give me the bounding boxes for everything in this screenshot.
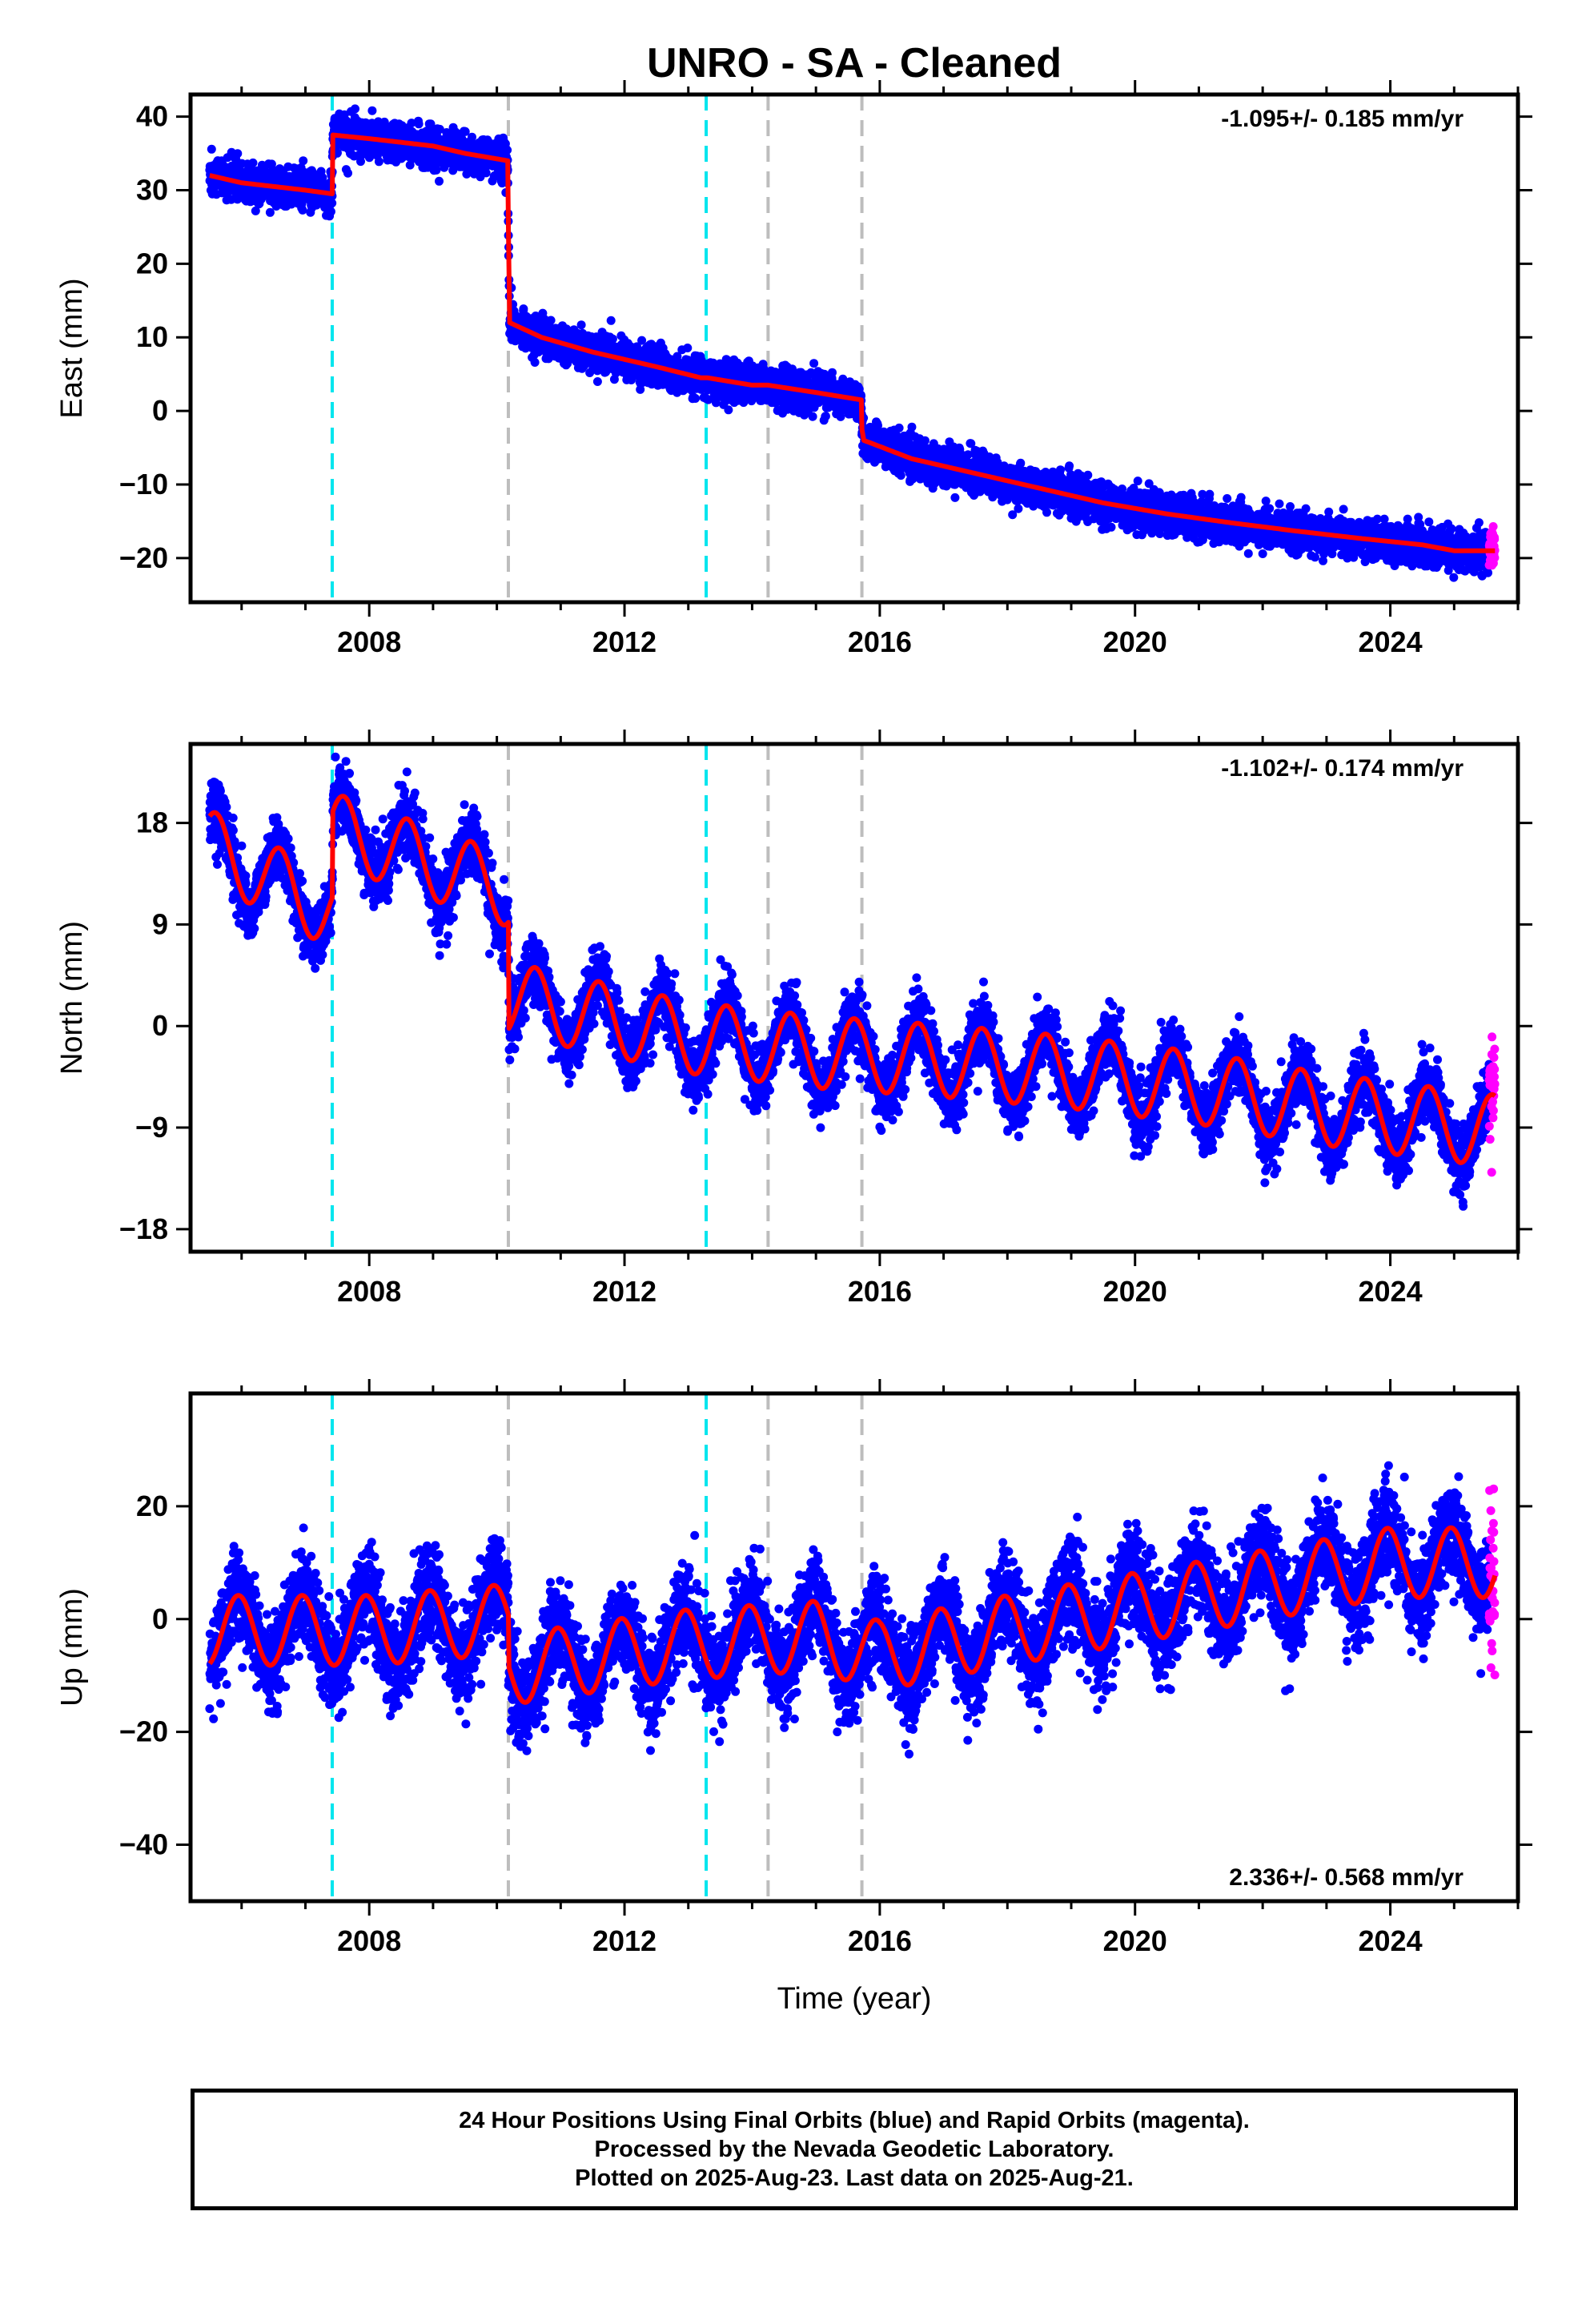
final-orbit-point (907, 422, 917, 432)
final-orbit-point (299, 156, 308, 166)
final-orbit-point (460, 127, 470, 136)
final-orbit-point (332, 148, 342, 158)
final-orbit-point (468, 132, 476, 142)
final-orbit-point (233, 149, 243, 159)
final-orbit-point (530, 358, 540, 367)
final-orbit-point (265, 207, 275, 217)
final-orbit-point (606, 316, 616, 325)
final-orbit-point (950, 493, 960, 502)
final-orbit-point (374, 157, 383, 167)
final-orbit-point (207, 144, 216, 154)
final-orbit-point (519, 304, 528, 314)
final-orbit-point (809, 359, 819, 368)
final-orbit-point (326, 207, 335, 216)
final-orbit-point (691, 394, 701, 403)
final-orbit-point (435, 124, 444, 134)
final-orbit-point (248, 158, 258, 167)
panel-east: 2008 2012 2016 2020 2024−20−10010203040East … (55, 80, 1532, 658)
final-orbit-point (432, 165, 441, 175)
final-orbit-point (435, 176, 444, 186)
final-orbit-point (896, 471, 905, 480)
final-orbits-points (205, 104, 1494, 582)
final-orbit-point (683, 344, 693, 352)
final-orbit-point (546, 316, 556, 325)
plot-area (205, 94, 1500, 602)
final-orbit-point (327, 199, 337, 208)
final-orbit-point (637, 336, 647, 345)
final-orbit-point (503, 145, 512, 155)
final-orbit-point (318, 173, 327, 183)
final-orbit-point (351, 104, 359, 114)
final-orbit-point (576, 320, 586, 330)
final-orbit-point (1056, 465, 1065, 475)
final-orbit-point (1065, 461, 1074, 471)
final-orbit-point (920, 436, 930, 445)
final-orbit-point (251, 206, 260, 215)
final-orbit-point (367, 106, 377, 115)
final-orbit-point (1016, 458, 1026, 468)
final-orbit-point (724, 405, 733, 415)
final-orbit-point (1042, 508, 1051, 517)
final-orbit-point (356, 157, 365, 167)
final-orbit-point (894, 423, 904, 432)
chart-title: UNRO - SA - Cleaned (647, 40, 1062, 86)
final-orbit-point (808, 412, 817, 421)
final-orbit-point (828, 368, 837, 377)
final-orbit-point (343, 168, 352, 178)
final-orbit-point (608, 334, 617, 344)
panels: 2008 2012 2016 2020 2024−20−10010203040East … (55, 80, 1532, 1957)
final-orbit-point (407, 119, 416, 128)
final-orbit-point (481, 168, 491, 178)
final-orbit-point (414, 119, 424, 129)
final-orbit-point (821, 412, 830, 421)
final-orbit-point (1014, 504, 1023, 513)
final-orbit-point (298, 205, 307, 215)
final-orbit-point (592, 377, 602, 386)
